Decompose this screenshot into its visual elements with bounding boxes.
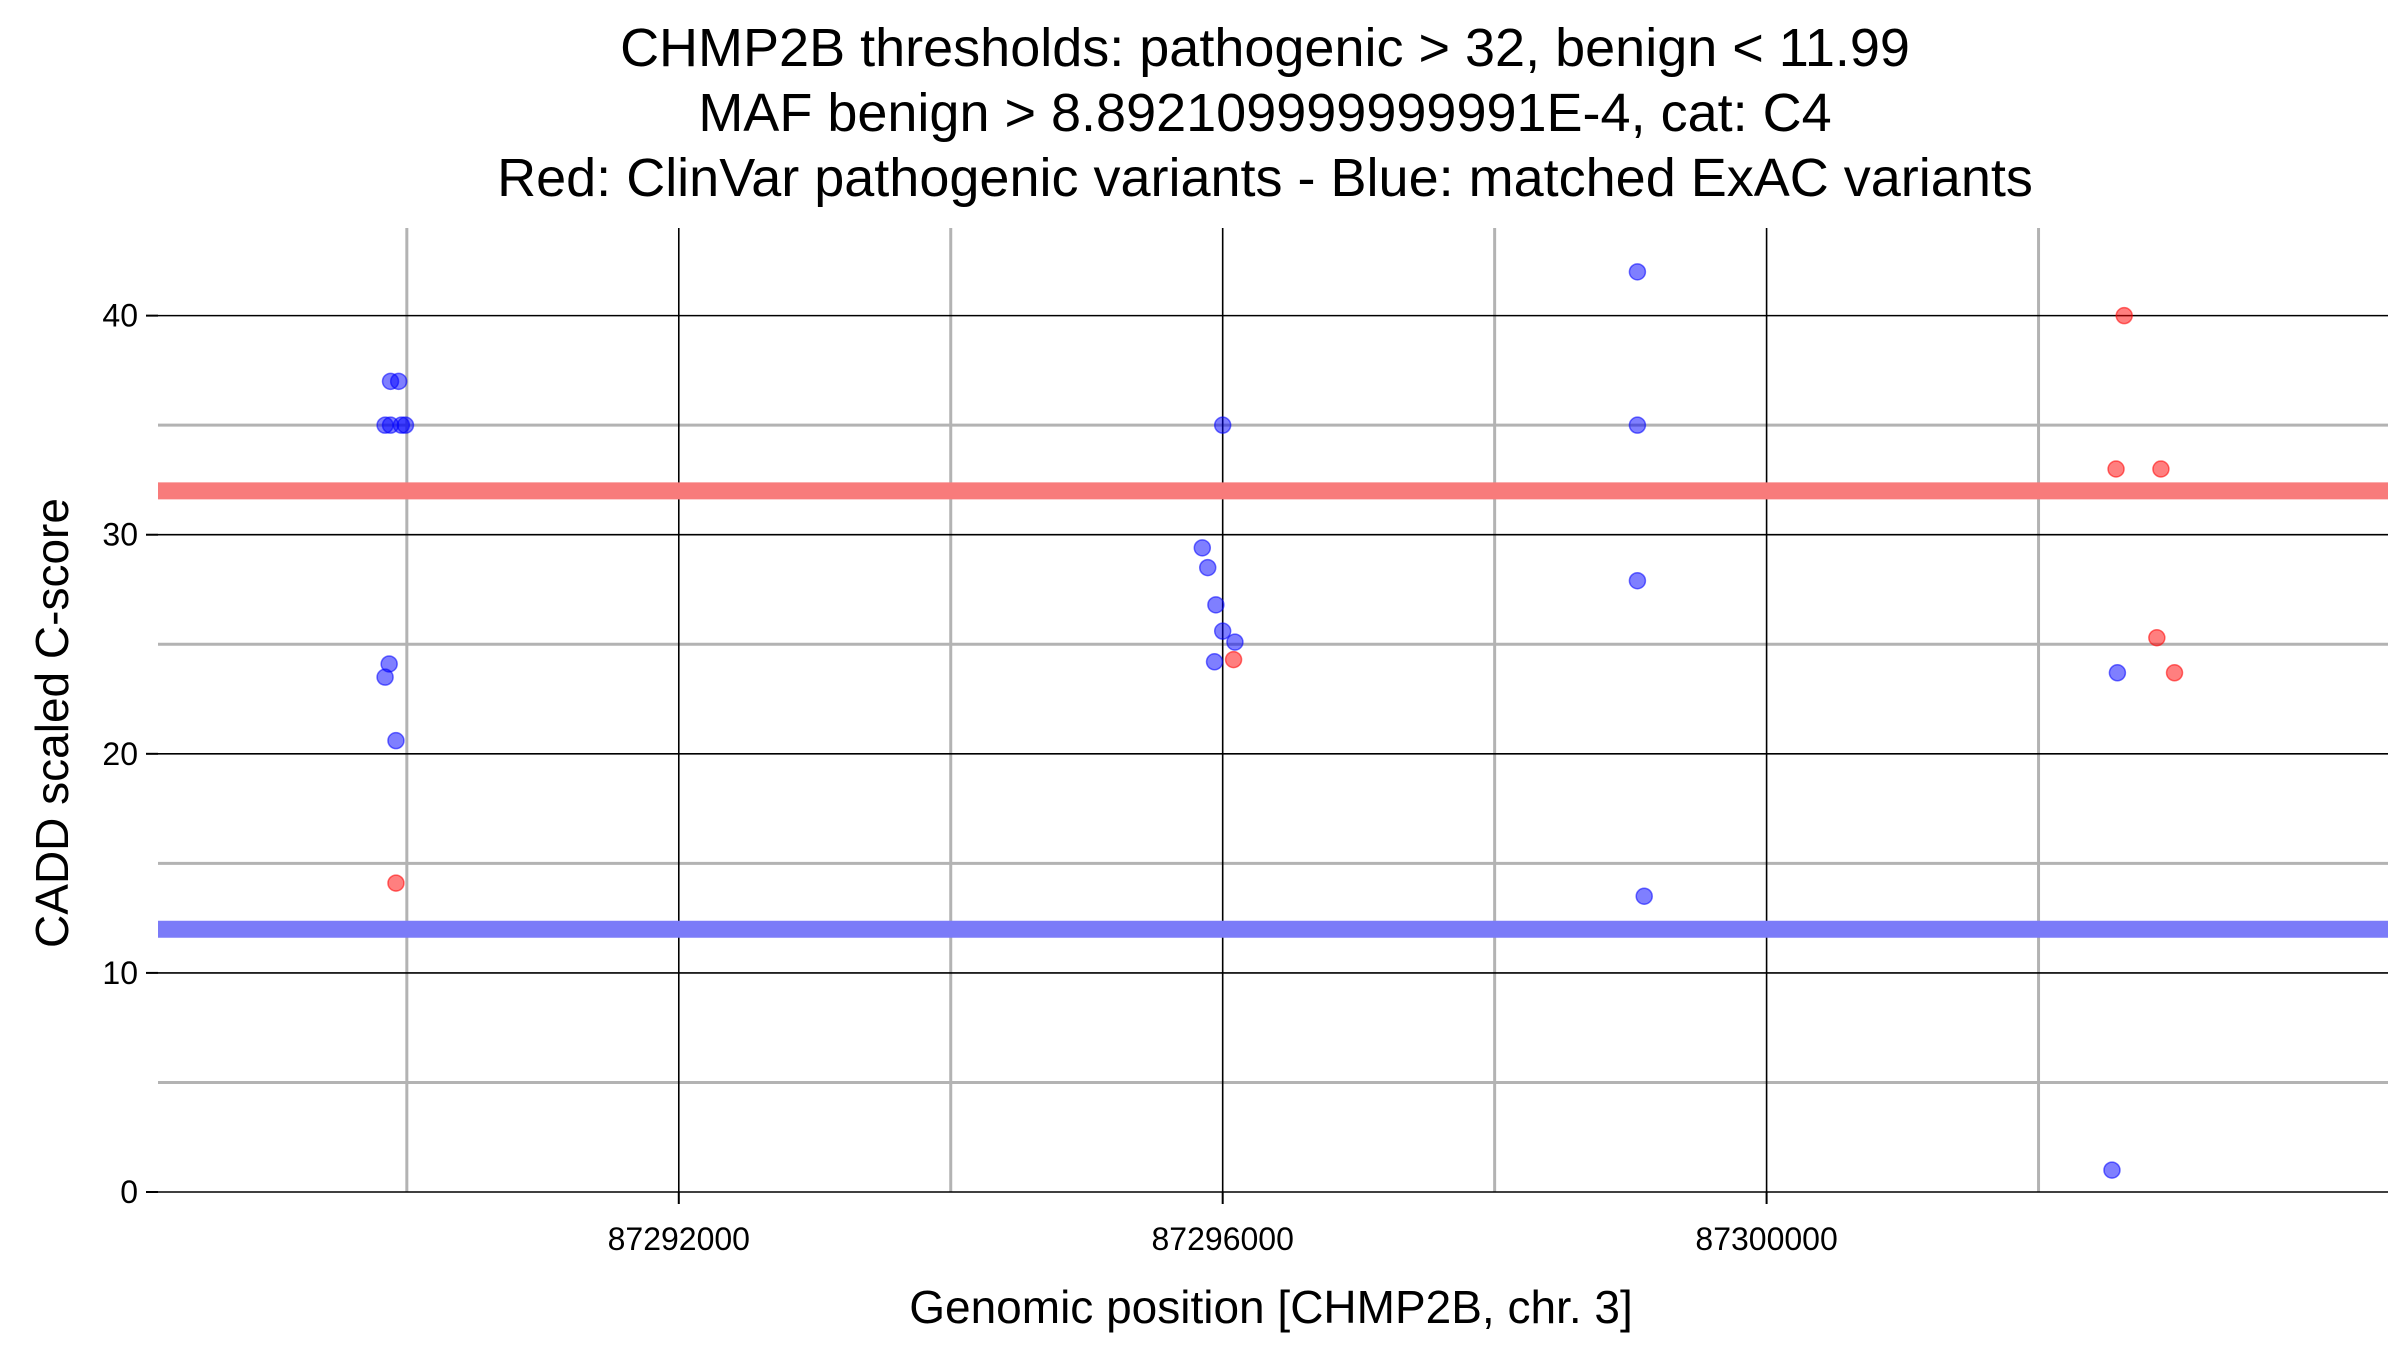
exac-variant-point [1193,539,1212,557]
y-axis-title: CADD scaled C-score [26,498,78,948]
threshold-layer [158,482,2388,938]
x-axis-title: Genomic position [CHMP2B, chr. 3] [909,1281,1633,1333]
chart-title-line-2: MAF benign > 8.892109999999991E-4, cat: … [698,83,1831,143]
exac-variant-point [1628,263,1647,281]
exac-variant-point [1198,558,1217,577]
exac-variant-point [1628,571,1647,590]
chart-title-line-3: Red: ClinVar pathogenic variants - Blue:… [497,148,2033,208]
exac-variant-point [389,372,408,391]
chart-title-line-1: CHMP2B thresholds: pathogenic > 32, beni… [620,18,1910,78]
exac-variant-point [387,731,405,750]
clinvar-variant-point [2148,628,2166,647]
clinvar-variant-point [2152,460,2170,478]
x-tick-label: 87292000 [608,1221,750,1257]
exac-variant-point [1207,596,1225,614]
exac-variant-point [1226,633,1244,651]
clinvar-variant-point [1224,650,1243,669]
exac-variant-point [1628,416,1647,434]
points-layer [376,263,2184,1179]
x-tick-label: 87300000 [1695,1221,1837,1257]
exac-variant-point [1213,622,1232,640]
exac-variant-point [1213,416,1232,434]
clinvar-variant-point [2165,664,2184,682]
exac-variant-point [1635,887,1653,905]
exac-variant-point [376,668,394,686]
y-tick-label: 10 [102,955,138,991]
clinvar-variant-point [2115,306,2133,325]
exac-variant-point [396,416,415,434]
x-tick-label: 87296000 [1152,1221,1294,1257]
exac-variant-point [1205,653,1224,671]
y-tick-label: 20 [102,736,138,772]
clinvar-variant-point [2107,460,2125,478]
axis-layer: 0 10 20 30 40 87292000 87296000 87300000 [102,298,1837,1257]
grid-layer [158,228,2388,1193]
y-tick-label: 30 [102,517,138,553]
y-tick-label: 40 [102,298,138,334]
exac-variant-point [2108,664,2127,682]
clinvar-variant-point [387,874,405,892]
y-tick-label: 0 [120,1174,138,1210]
exac-variant-point [2103,1161,2121,1179]
